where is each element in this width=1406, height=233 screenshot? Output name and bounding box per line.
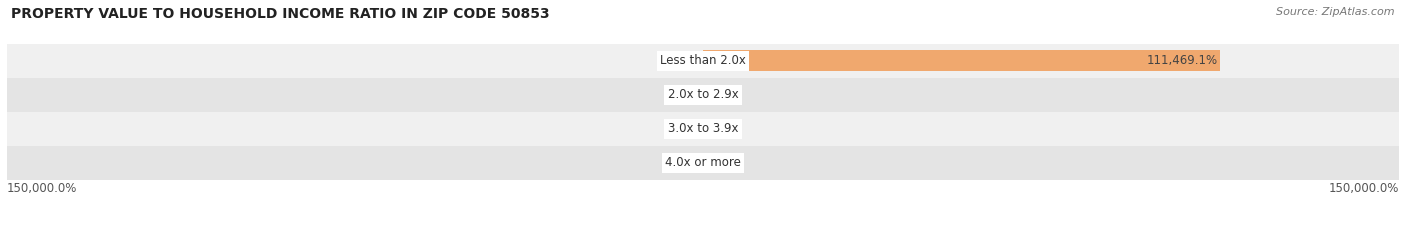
Bar bbox=[703, 50, 1220, 71]
Bar bbox=[7, 44, 1399, 78]
Bar bbox=[7, 112, 1399, 146]
Text: 10.3%: 10.3% bbox=[706, 157, 742, 169]
Text: 44.5%: 44.5% bbox=[664, 54, 700, 67]
Text: 150,000.0%: 150,000.0% bbox=[1329, 182, 1399, 195]
Text: 28.1%: 28.1% bbox=[664, 157, 700, 169]
Text: 150,000.0%: 150,000.0% bbox=[7, 182, 77, 195]
Text: 9.3%: 9.3% bbox=[706, 122, 735, 135]
Text: 4.7%: 4.7% bbox=[671, 122, 700, 135]
Text: 4.0x or more: 4.0x or more bbox=[665, 157, 741, 169]
Text: 3.0x to 3.9x: 3.0x to 3.9x bbox=[668, 122, 738, 135]
Text: Source: ZipAtlas.com: Source: ZipAtlas.com bbox=[1277, 7, 1395, 17]
Text: 111,469.1%: 111,469.1% bbox=[1147, 54, 1218, 67]
Text: 22.7%: 22.7% bbox=[664, 88, 700, 101]
Text: PROPERTY VALUE TO HOUSEHOLD INCOME RATIO IN ZIP CODE 50853: PROPERTY VALUE TO HOUSEHOLD INCOME RATIO… bbox=[11, 7, 550, 21]
Text: 65.0%: 65.0% bbox=[706, 88, 742, 101]
Text: 2.0x to 2.9x: 2.0x to 2.9x bbox=[668, 88, 738, 101]
Bar bbox=[7, 78, 1399, 112]
Text: Less than 2.0x: Less than 2.0x bbox=[659, 54, 747, 67]
Bar bbox=[7, 146, 1399, 180]
